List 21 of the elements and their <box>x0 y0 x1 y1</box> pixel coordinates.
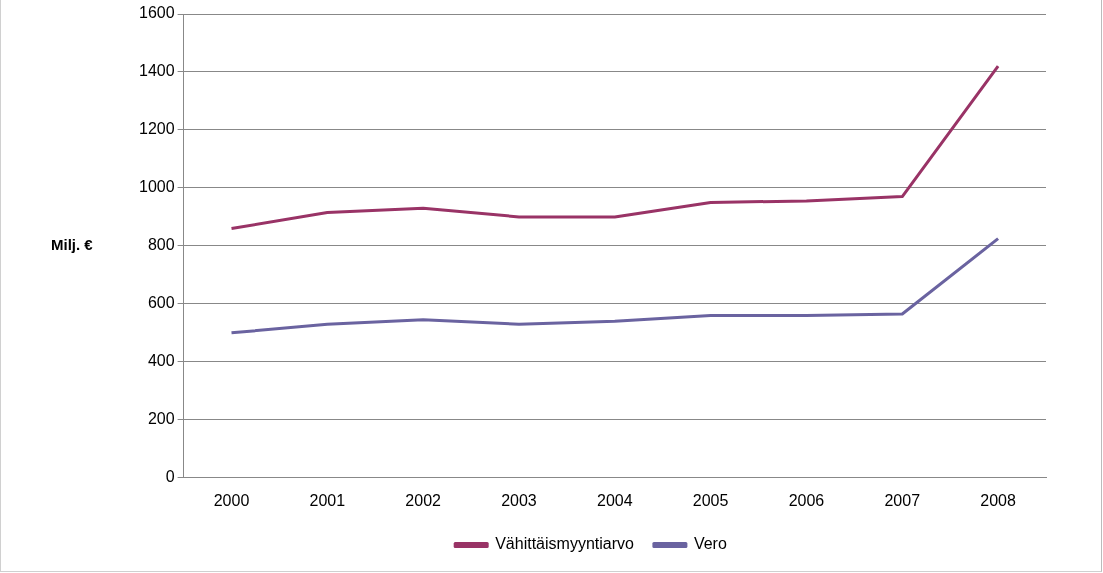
x-tick-label: 2007 <box>884 491 921 509</box>
x-tick-label: 2000 <box>213 491 250 509</box>
y-tick-label: 0 <box>165 468 175 486</box>
y-tick-label: 200 <box>147 410 175 428</box>
y-tick-label: 1000 <box>139 178 175 196</box>
y-tick-label: 1200 <box>139 120 175 138</box>
y-tick-label: 1400 <box>139 62 175 80</box>
y-tick-label: 600 <box>147 294 175 312</box>
x-tick-label: 2006 <box>788 491 825 509</box>
y-tick-label: 1600 <box>139 4 175 22</box>
legend-label: Vähittäismyyntiarvo <box>495 535 634 553</box>
legend-label: Vero <box>693 535 727 553</box>
x-tick-label: 2002 <box>405 491 442 509</box>
x-tick-label: 2003 <box>501 491 537 509</box>
y-axis-title: Milj. € <box>51 236 94 254</box>
x-tick-label: 2004 <box>597 491 633 509</box>
x-tick-label: 2001 <box>309 491 346 509</box>
y-tick-label: 400 <box>147 352 175 370</box>
y-tick-label: 800 <box>147 236 175 254</box>
x-tick-label: 2005 <box>692 491 729 509</box>
x-tick-label: 2008 <box>980 491 1016 509</box>
